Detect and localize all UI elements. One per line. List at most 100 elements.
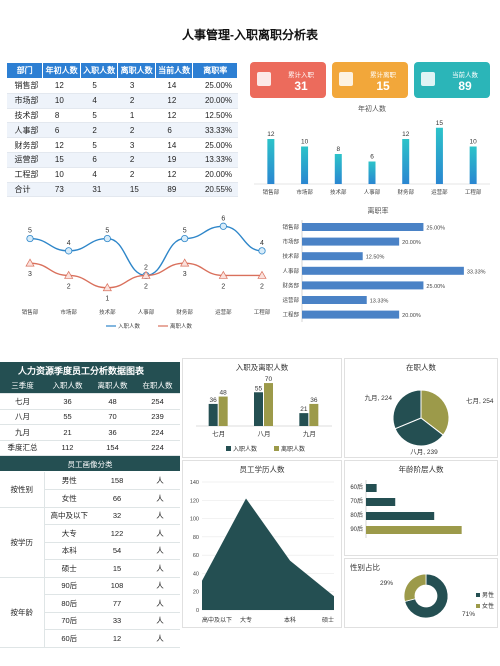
table-cell: 人	[140, 577, 180, 595]
tick-label: 财务部	[397, 188, 414, 196]
tick-label: 财务部	[282, 281, 299, 289]
table-row: 按性别 男性 158 人	[0, 472, 180, 508]
table-cell: 224	[135, 424, 180, 441]
table-cell: 人	[140, 507, 180, 525]
slice-label: 七月, 254	[466, 396, 494, 405]
quarter-table: 三季度 入职人数 离职人数 在职人数 七月 36 48 254 八月 55 70 239 九月 21 36…	[0, 378, 180, 456]
table-cell: 八月	[0, 409, 45, 425]
kpi-label: 累计入职	[288, 72, 314, 79]
kpi-value: 31	[294, 79, 308, 93]
dept-table-header: 离职人数	[117, 62, 156, 79]
data-label: 1	[105, 296, 109, 303]
table-cell: 70	[90, 409, 135, 425]
table-cell: 人	[140, 524, 180, 543]
table-cell: 14	[155, 78, 193, 94]
table-cell: 80后	[44, 594, 94, 613]
table-cell: 48	[90, 393, 135, 410]
table-row: 合计 73 31 15 89 20.55%	[6, 182, 238, 198]
tick-label: 大专	[240, 616, 252, 624]
table-cell: 89	[155, 182, 193, 198]
data-label: 70	[265, 376, 273, 383]
point	[103, 234, 111, 243]
table-cell: 19	[155, 152, 193, 168]
point	[26, 234, 34, 243]
data-label: 25.00%	[426, 284, 445, 290]
tick-label: 工程部	[465, 188, 482, 196]
bar	[302, 281, 424, 290]
legend-swatch	[476, 604, 480, 608]
data-label: 25.00%	[426, 226, 445, 232]
chart-title: 离职率	[368, 206, 389, 215]
bar	[208, 403, 218, 426]
tick-label: 工程部	[282, 311, 299, 319]
table-cell: 10	[42, 167, 81, 183]
pie-slice	[392, 389, 422, 430]
tick-label: 80后	[350, 511, 363, 519]
data-label: 36	[210, 397, 218, 404]
table-cell: 66	[94, 489, 140, 508]
tick-label: 80	[193, 535, 199, 541]
table-cell: 122	[94, 524, 140, 543]
bar	[366, 526, 462, 534]
table-row: 人事部 6 2 2 6 33.33%	[6, 122, 238, 139]
table-cell: 3	[117, 137, 156, 153]
table-cell: 人	[140, 629, 180, 648]
data-label: 10	[301, 139, 309, 146]
legend-label: 入职人数	[118, 322, 141, 330]
tick-label: 七月	[212, 429, 225, 438]
bar	[302, 266, 464, 275]
initial-headcount-chart: 年初人数 12 销售部 10 市场部 8 技术部 6 人事部 12 财务部 15 运营部 10 工程部	[254, 104, 490, 196]
table-cell: 工程部	[6, 167, 43, 183]
table-cell: 12.50%	[192, 108, 238, 124]
table-row: 财务部 12 5 3 14 25.00%	[6, 137, 238, 153]
table-cell: 15	[94, 559, 140, 578]
legend-swatch	[476, 593, 480, 597]
point	[219, 222, 227, 230]
data-label: 4	[67, 240, 71, 247]
table-cell: 8	[42, 108, 81, 124]
dept-table-header: 当前人数	[154, 62, 194, 79]
point	[180, 258, 190, 267]
slice-label: 八月, 239	[410, 448, 438, 456]
table-cell: 254	[135, 393, 180, 410]
table-row: 八月 55 70 239	[0, 409, 180, 425]
table-cell: 12	[155, 93, 193, 109]
bar	[254, 392, 263, 426]
table-cell: 33	[94, 612, 140, 630]
profile-table-title: 员工画像分类	[0, 456, 180, 471]
table-row: 销售部 12 5 3 14 25.00%	[6, 78, 238, 94]
tick-label: 市场部	[60, 308, 77, 316]
table-cell: 14	[155, 137, 193, 153]
group-label: 按学历	[0, 507, 45, 578]
table-cell: 20.00%	[192, 93, 238, 109]
tick-label: 20	[193, 590, 199, 596]
tick-label: 0	[196, 608, 199, 614]
area	[202, 498, 334, 610]
data-label: 6	[370, 154, 374, 161]
table-row: 市场部 10 4 2 12 20.00%	[6, 93, 238, 109]
legend-label: 女性	[482, 602, 494, 610]
tick-label: 人事部	[364, 188, 381, 196]
bar	[366, 512, 435, 520]
table-cell: 73	[42, 182, 81, 198]
tick-label: 运营部	[282, 296, 299, 304]
quarter-table-header: 在职人数	[135, 378, 180, 394]
data-label: 2	[144, 264, 148, 271]
tick-label: 技术部	[330, 188, 347, 196]
profile-table: 按性别 男性 158 人女性 66 人按学历 高中及以下 32 人大专 122 人本科 54 人硕士 15…	[0, 472, 180, 648]
table-cell: 4	[80, 167, 118, 183]
table-cell: 12	[42, 78, 81, 94]
tick-label: 人事部	[282, 267, 299, 275]
chart-title: 在职人数	[406, 362, 436, 372]
pie-slice	[394, 417, 444, 447]
department-table: 部门 年初人数 入职人数 离职人数 当前人数 离职率 销售部 12 5 3 14 25.00% 市场部…	[5, 62, 238, 198]
table-cell: 15	[42, 152, 81, 168]
table-cell: 55	[45, 409, 90, 425]
data-label: 2	[67, 283, 71, 290]
quarter-table-header: 三季度	[0, 378, 45, 394]
table-cell: 20.00%	[192, 167, 238, 183]
table-cell: 108	[94, 577, 140, 595]
table-cell: 硕士	[44, 559, 94, 578]
dept-table-header: 离职率	[192, 62, 238, 79]
table-cell: 90后	[44, 577, 94, 595]
